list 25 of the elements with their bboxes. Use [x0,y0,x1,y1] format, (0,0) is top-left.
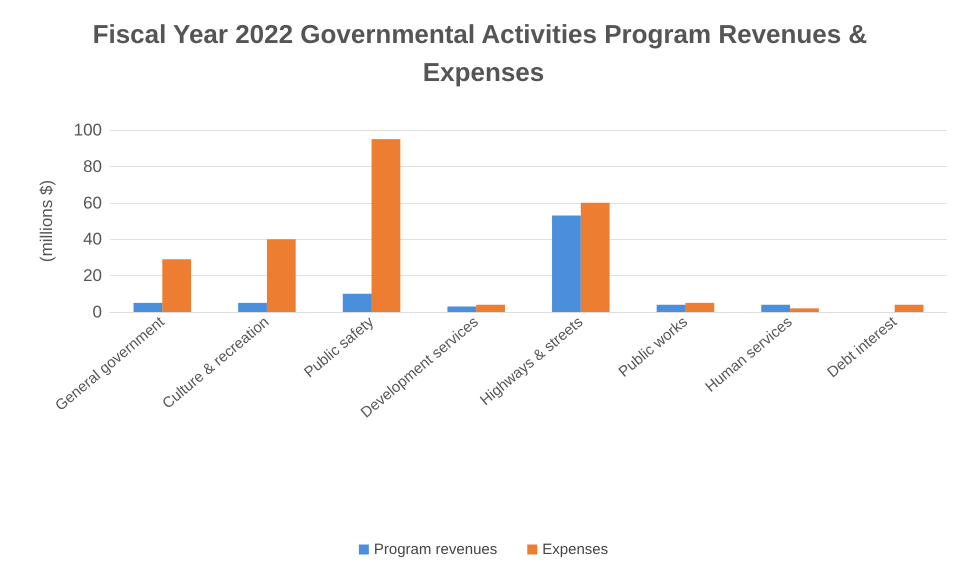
bar [894,304,924,312]
y-tick-label: 0 [92,302,102,322]
bar [685,302,714,312]
legend-label: Expenses [542,541,608,558]
bar [580,202,610,312]
y-tick-label: 80 [83,156,102,176]
bar [238,302,267,312]
y-axis-title: (millions $) [37,180,56,262]
y-tick-label: 40 [83,230,102,249]
y-tick-label: 60 [83,193,102,212]
bar [552,216,581,312]
bar [134,302,162,312]
bar [656,304,686,312]
bar [761,304,790,312]
legend-label: Program revenues [374,541,498,558]
bar [266,239,296,312]
y-tick-label: 20 [83,266,102,286]
bar [790,308,819,312]
bar [162,259,192,312]
bar [342,294,372,312]
bar [372,139,400,312]
bar [447,306,476,312]
bar [476,304,505,312]
chart-title: Fiscal Year 2022 Governmental Activities Program Revenues & Expenses [92,19,874,87]
y-tick-label: 100 [74,120,102,140]
